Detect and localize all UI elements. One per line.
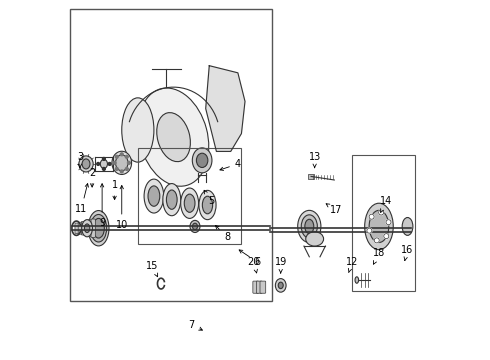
Text: 4: 4 <box>220 159 241 170</box>
Polygon shape <box>206 66 245 152</box>
Circle shape <box>108 162 111 165</box>
Ellipse shape <box>112 151 132 175</box>
Ellipse shape <box>157 113 191 162</box>
Ellipse shape <box>192 148 212 173</box>
Ellipse shape <box>193 223 197 230</box>
Ellipse shape <box>402 217 413 235</box>
Text: 15: 15 <box>146 261 158 277</box>
Ellipse shape <box>84 224 90 233</box>
Ellipse shape <box>144 179 164 213</box>
Text: 10: 10 <box>116 185 128 230</box>
Ellipse shape <box>167 190 177 209</box>
Ellipse shape <box>122 98 154 162</box>
Bar <box>138 148 242 244</box>
Text: 1: 1 <box>112 180 118 199</box>
Circle shape <box>386 220 391 225</box>
Ellipse shape <box>278 282 283 289</box>
Circle shape <box>367 228 372 233</box>
Ellipse shape <box>163 184 181 216</box>
Ellipse shape <box>196 153 208 167</box>
Ellipse shape <box>306 232 323 246</box>
Text: 13: 13 <box>309 152 321 167</box>
Ellipse shape <box>88 211 109 246</box>
Text: 8: 8 <box>216 225 230 242</box>
Ellipse shape <box>181 188 198 219</box>
Ellipse shape <box>116 155 128 171</box>
Ellipse shape <box>202 196 213 214</box>
Text: 14: 14 <box>380 197 392 212</box>
Text: 9: 9 <box>99 184 105 228</box>
Ellipse shape <box>190 220 200 233</box>
Circle shape <box>102 157 105 160</box>
Circle shape <box>97 162 99 165</box>
Circle shape <box>115 156 118 158</box>
Circle shape <box>115 167 118 170</box>
Ellipse shape <box>93 219 104 238</box>
Ellipse shape <box>275 279 286 292</box>
Ellipse shape <box>369 210 389 243</box>
Text: 7: 7 <box>188 320 202 330</box>
Ellipse shape <box>100 159 107 168</box>
Circle shape <box>121 153 123 156</box>
Bar <box>308 174 314 179</box>
Text: 20: 20 <box>248 257 260 273</box>
Circle shape <box>369 214 374 219</box>
Circle shape <box>102 167 105 170</box>
Text: 12: 12 <box>346 257 358 273</box>
Text: 6: 6 <box>239 250 261 267</box>
Ellipse shape <box>199 190 216 220</box>
Ellipse shape <box>298 210 321 243</box>
Ellipse shape <box>148 186 160 206</box>
Text: 17: 17 <box>326 204 343 215</box>
Ellipse shape <box>365 203 393 249</box>
Circle shape <box>125 156 128 158</box>
Ellipse shape <box>82 220 93 237</box>
Circle shape <box>127 161 130 164</box>
Text: 16: 16 <box>401 245 414 261</box>
FancyBboxPatch shape <box>81 221 86 235</box>
Ellipse shape <box>79 156 93 172</box>
Bar <box>70 9 272 301</box>
Text: 5: 5 <box>204 190 214 206</box>
Text: 11: 11 <box>75 184 89 213</box>
Bar <box>352 155 415 291</box>
Ellipse shape <box>184 194 195 212</box>
Text: 18: 18 <box>373 248 385 264</box>
Circle shape <box>374 238 379 243</box>
FancyBboxPatch shape <box>91 219 96 238</box>
Circle shape <box>379 210 384 215</box>
Circle shape <box>113 161 116 164</box>
Ellipse shape <box>91 215 107 242</box>
Ellipse shape <box>355 277 359 283</box>
FancyBboxPatch shape <box>85 221 89 236</box>
FancyBboxPatch shape <box>78 222 82 234</box>
FancyBboxPatch shape <box>260 281 266 293</box>
Text: 2: 2 <box>89 168 95 187</box>
Circle shape <box>384 234 389 239</box>
Ellipse shape <box>305 219 314 234</box>
Circle shape <box>125 167 128 170</box>
FancyBboxPatch shape <box>253 281 259 293</box>
Ellipse shape <box>301 215 318 238</box>
FancyBboxPatch shape <box>75 223 79 233</box>
Ellipse shape <box>138 88 209 186</box>
FancyBboxPatch shape <box>256 281 262 293</box>
Text: 19: 19 <box>274 257 287 273</box>
Circle shape <box>121 170 123 173</box>
Ellipse shape <box>82 159 90 169</box>
Text: 3: 3 <box>77 152 83 167</box>
FancyBboxPatch shape <box>88 220 92 237</box>
